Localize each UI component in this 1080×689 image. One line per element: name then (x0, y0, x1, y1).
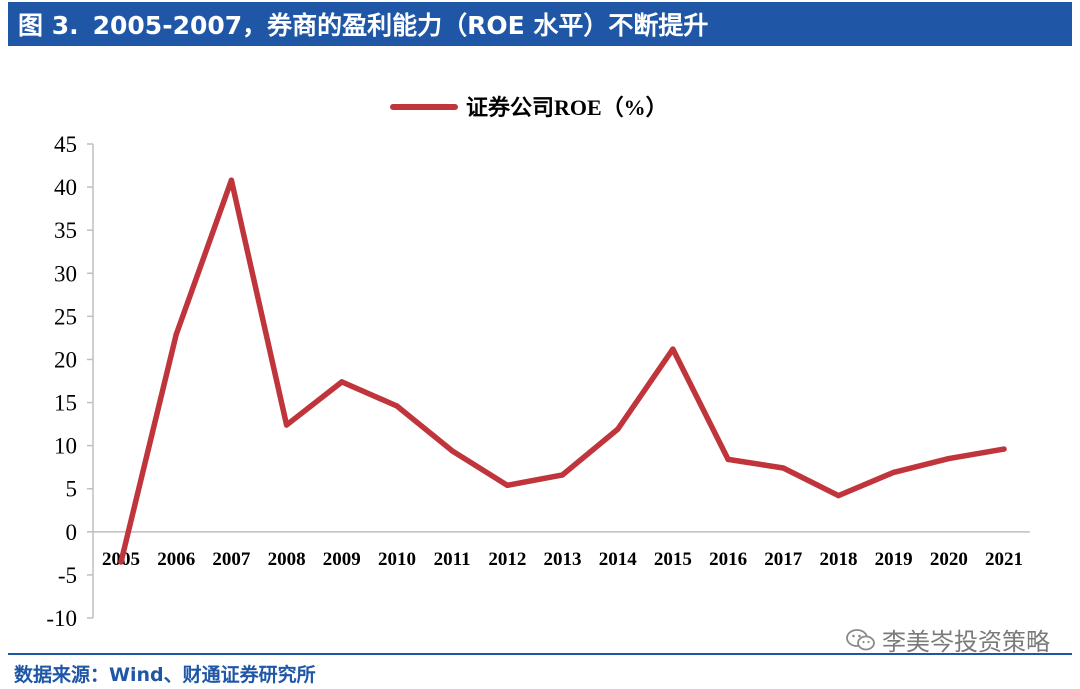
x-tick-label: 2014 (599, 549, 638, 570)
chart-area: 证券公司ROE（%）-10-50510152025303540452005200… (0, 70, 1080, 650)
y-tick-label: 15 (54, 391, 77, 416)
data-point (946, 455, 952, 462)
y-tick-label: 0 (66, 520, 78, 545)
x-tick-label: 2017 (764, 549, 803, 570)
watermark: 李美岑投资策略 (846, 622, 1050, 657)
data-point (228, 177, 235, 183)
source-note: 数据来源：Wind、财通证券研究所 (14, 664, 316, 686)
figure-title: 2005-2007，券商的盈利能力（ROE 水平）不断提升 (92, 11, 709, 40)
x-tick-label: 2007 (212, 549, 251, 570)
y-tick-label: 30 (54, 261, 77, 286)
x-tick-label: 2011 (434, 549, 471, 570)
data-point (559, 472, 566, 478)
figure-title-bar: 图 3. 2005-2007，券商的盈利能力（ROE 水平）不断提升 (8, 2, 1072, 46)
data-point (670, 346, 676, 352)
x-tick-label: 2013 (544, 549, 582, 570)
x-tick-label: 2019 (875, 549, 913, 570)
figure-label: 图 3. (18, 11, 79, 40)
data-point (339, 379, 345, 385)
wechat-icon (846, 628, 875, 650)
x-tick-label: 2015 (654, 549, 692, 570)
y-tick-label: 45 (54, 132, 77, 157)
watermark-text: 李美岑投资策略 (882, 628, 1050, 656)
x-tick-label: 2018 (819, 549, 857, 570)
data-point (614, 426, 621, 432)
line-chart: 证券公司ROE（%）-10-50510152025303540452005200… (46, 95, 1030, 631)
x-tick-label: 2016 (709, 549, 747, 570)
legend-label: 证券公司ROE（%） (466, 95, 668, 120)
data-point (504, 482, 511, 488)
y-tick-label: -5 (58, 563, 77, 588)
y-tick-label: 35 (54, 218, 77, 243)
data-point (394, 403, 400, 409)
y-tick-label: -10 (46, 606, 77, 631)
x-tick-label: 2021 (985, 549, 1023, 570)
x-tick-label: 2010 (378, 549, 416, 570)
data-point (173, 331, 179, 338)
footer-divider (8, 653, 1072, 655)
data-point (1001, 446, 1007, 452)
x-tick-label: 2012 (488, 549, 526, 570)
data-point (890, 469, 897, 476)
data-point (725, 456, 731, 463)
y-tick-label: 25 (54, 304, 77, 329)
data-point (283, 422, 290, 428)
x-tick-label: 2009 (323, 549, 361, 570)
y-tick-label: 10 (54, 434, 77, 459)
y-tick-label: 20 (54, 347, 77, 372)
x-tick-label: 2008 (268, 549, 306, 570)
series-line-roe (118, 177, 1007, 565)
x-tick-label: 2006 (157, 549, 195, 570)
y-tick-label: 5 (66, 477, 78, 502)
data-point (780, 465, 786, 471)
data-point (118, 559, 124, 565)
data-point (835, 492, 842, 499)
data-point (449, 448, 455, 454)
y-tick-label: 40 (54, 175, 77, 200)
x-tick-label: 2020 (930, 549, 968, 570)
